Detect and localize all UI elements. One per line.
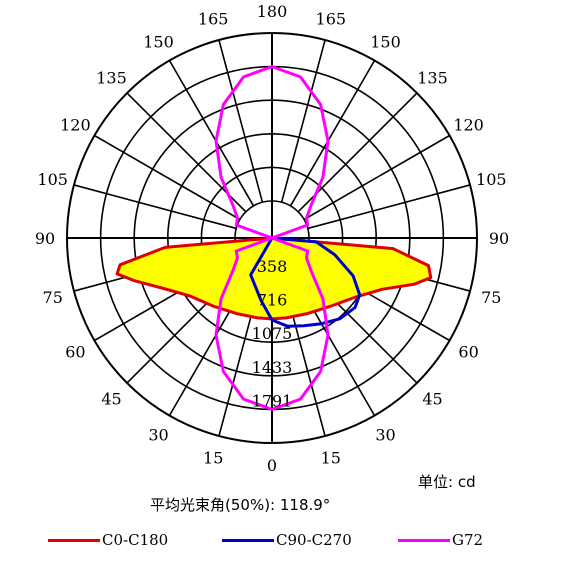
angle-tick-label: 90 (35, 229, 55, 248)
angle-tick-label: 0 (267, 456, 277, 475)
tick-labels: 0 15 30 45 60 75 90 105 120 135 150 165 180 165 150 135… (35, 2, 509, 475)
grid-spoke (218, 39, 264, 203)
angle-tick-label: 75 (481, 288, 501, 307)
radial-tick-label: 1791 (252, 391, 293, 410)
radial-tick-label: 1433 (252, 358, 293, 377)
angle-tick-label: 150 (370, 32, 401, 51)
angle-tick-label: 105 (476, 170, 507, 189)
angle-tick-label: 135 (96, 69, 127, 88)
angle-tick-label: 15 (321, 448, 341, 467)
grid-spoke (289, 60, 376, 207)
angle-tick-label: 120 (453, 116, 484, 135)
angle-tick-label: 165 (198, 10, 229, 29)
angle-tick-label: 135 (417, 69, 448, 88)
legend-label: C0-C180 (102, 531, 169, 549)
grid-spoke (168, 60, 255, 207)
angle-tick-label: 105 (37, 170, 68, 189)
beam-angle-label: 平均光束角(50%): 118.9° (150, 496, 331, 514)
legend-label: C90-C270 (276, 531, 352, 549)
angle-tick-label: 60 (65, 343, 85, 362)
legend: C0-C180 C90-C270 G72 (0, 526, 568, 554)
radial-tick-label: 358 (257, 257, 288, 276)
legend-swatch (398, 538, 450, 542)
grid-spoke (307, 184, 471, 230)
angle-tick-label: 30 (375, 426, 395, 445)
legend-swatch (222, 538, 274, 542)
angle-tick-label: 120 (60, 116, 91, 135)
angle-tick-label: 15 (203, 448, 223, 467)
grid-spoke (303, 134, 450, 221)
radial-tick-label: 716 (257, 291, 288, 310)
angle-tick-label: 165 (316, 10, 347, 29)
grid-spoke (73, 184, 237, 230)
angle-tick-label: 150 (143, 32, 174, 51)
angle-tick-label: 90 (489, 229, 509, 248)
grid-spoke (280, 39, 326, 203)
grid-spoke (94, 134, 241, 221)
radial-tick-label: 1075 (252, 324, 293, 343)
angle-tick-label: 45 (422, 390, 442, 409)
angle-tick-label: 30 (148, 426, 168, 445)
angle-tick-label: 60 (458, 343, 478, 362)
unit-label: 单位: cd (418, 473, 476, 491)
angle-tick-label: 180 (257, 2, 288, 21)
legend-item-c0-c180: C0-C180 (48, 526, 168, 554)
series-layer (115, 65, 433, 411)
series-c90-c270-curve (249, 236, 362, 328)
angle-tick-label: 75 (43, 288, 63, 307)
series-g72-curve (214, 65, 330, 411)
legend-label: G72 (452, 531, 484, 549)
legend-item-g72: G72 (398, 526, 483, 554)
legend-swatch (48, 538, 100, 542)
legend-item-c90-c270: C90-C270 (222, 526, 352, 554)
angle-tick-label: 45 (101, 390, 121, 409)
